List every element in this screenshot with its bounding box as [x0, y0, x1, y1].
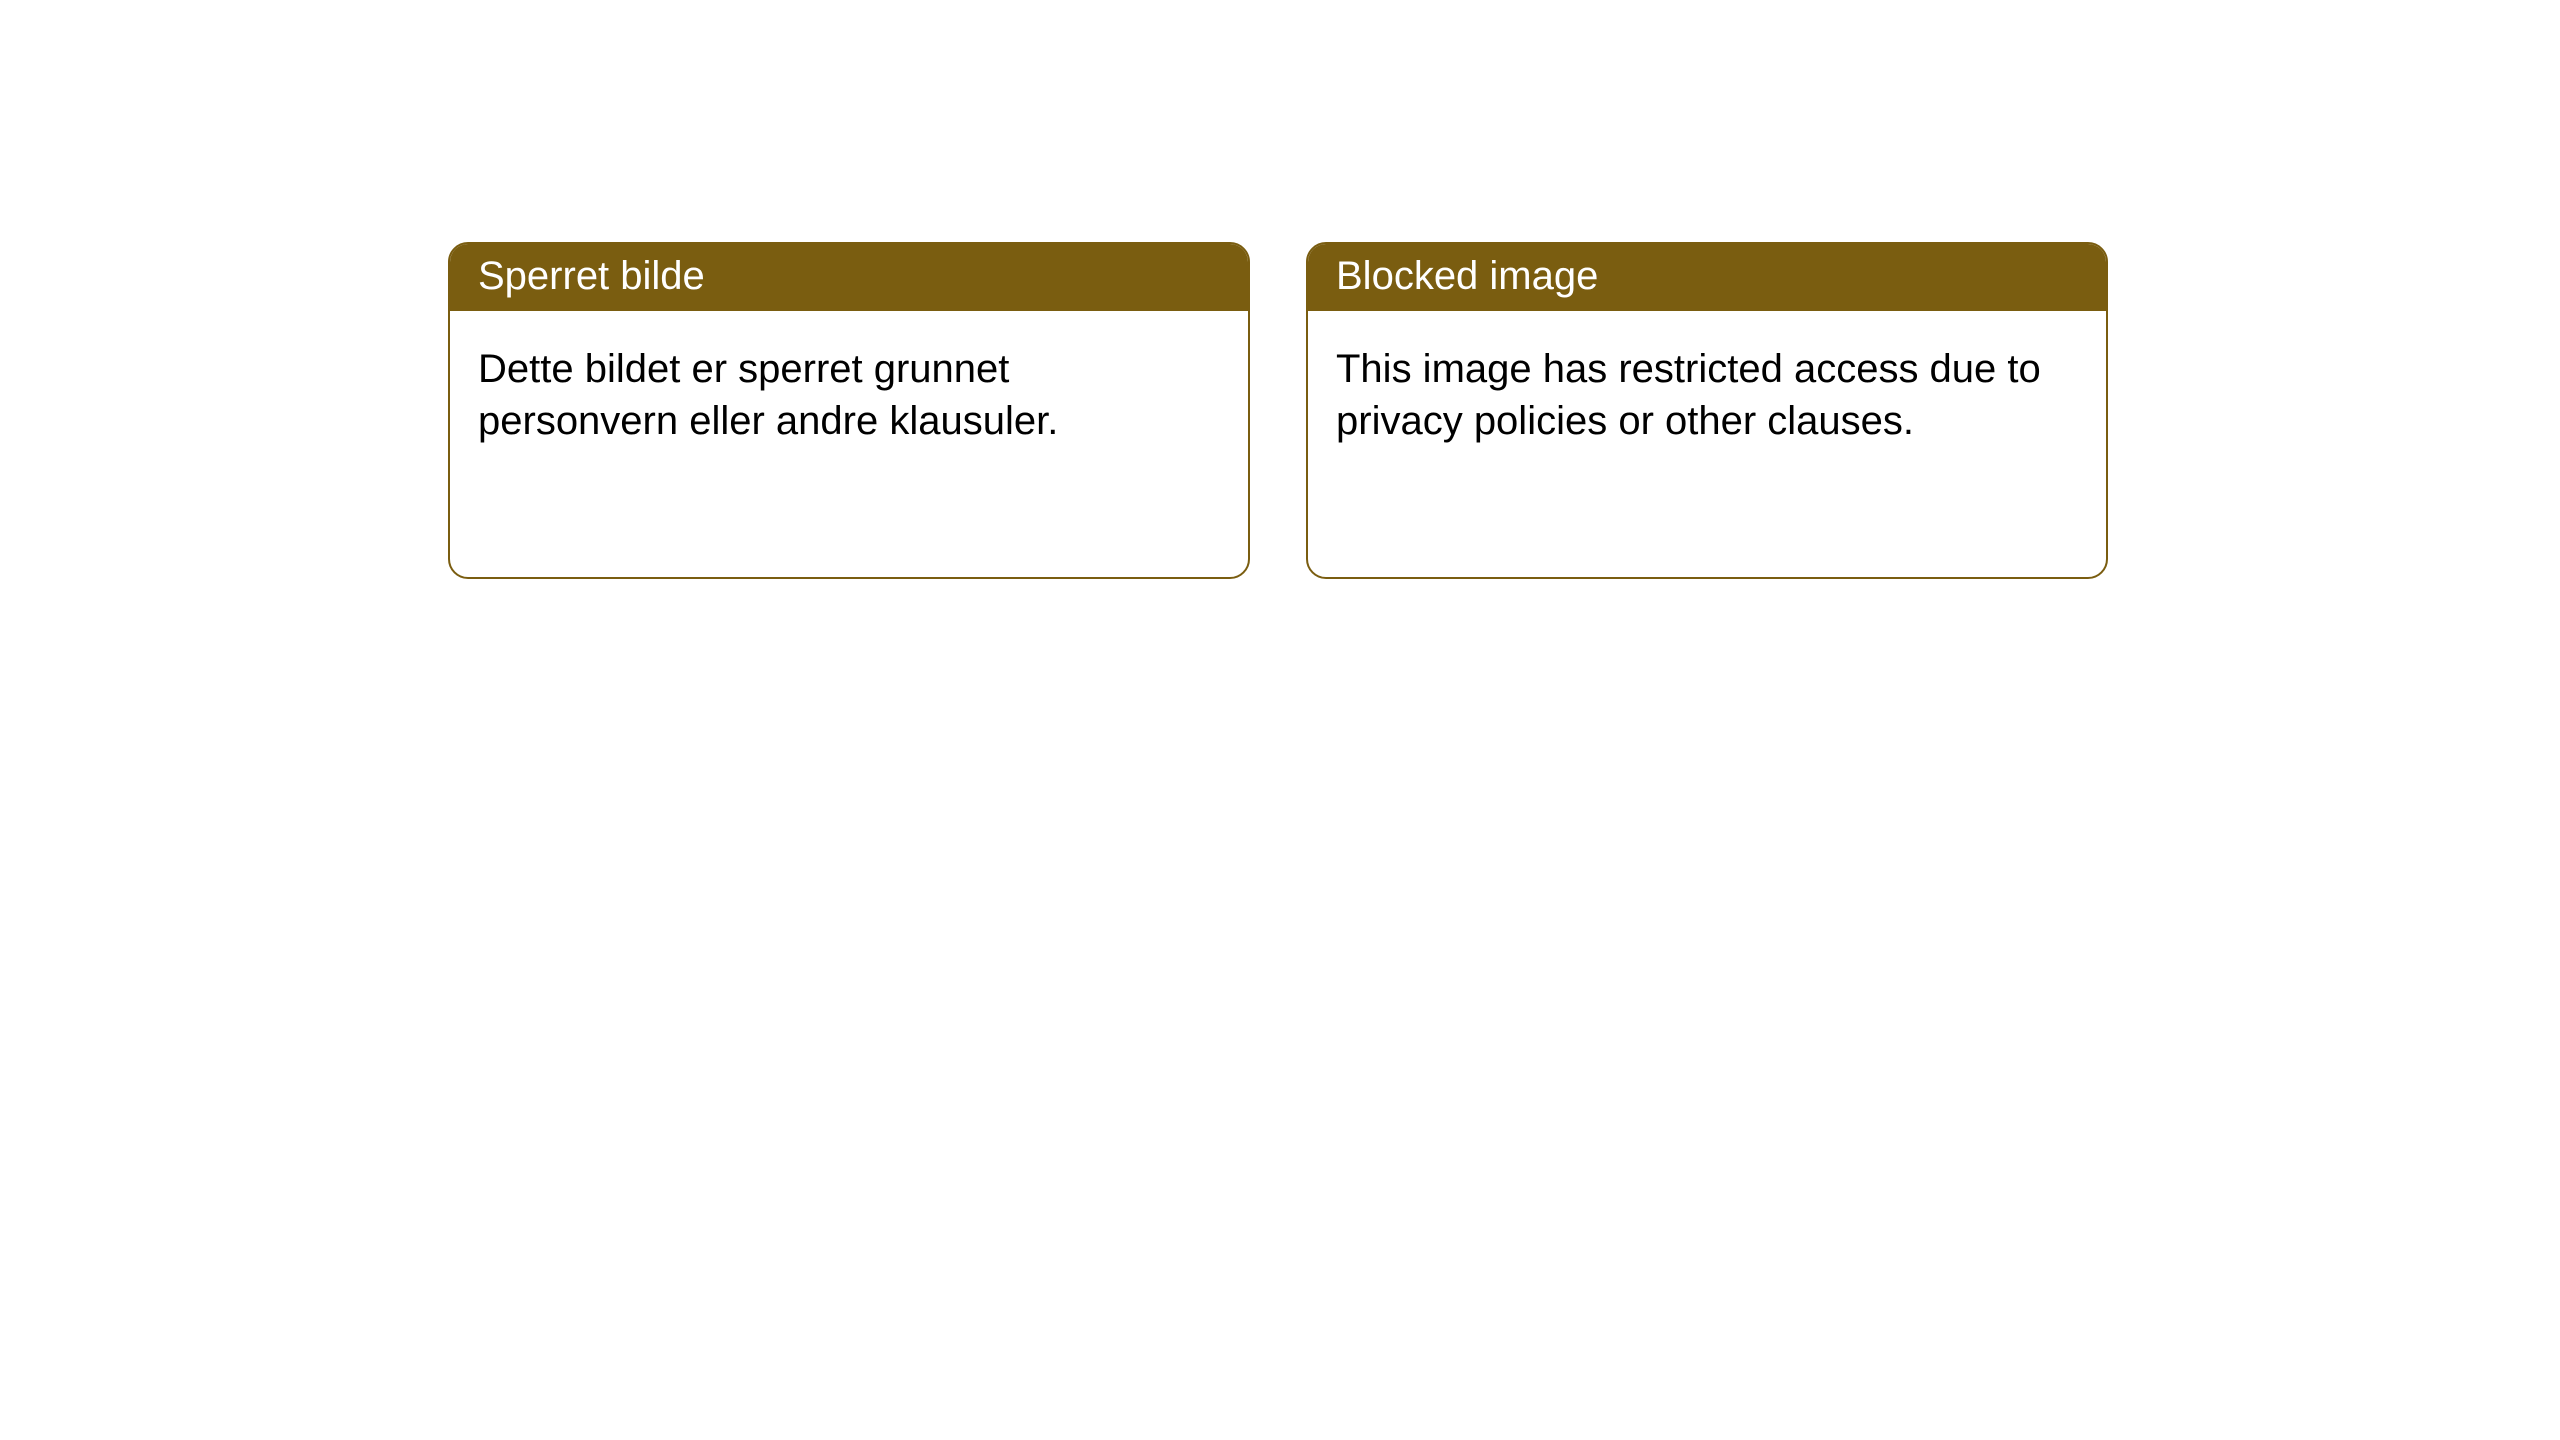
notice-card-body: This image has restricted access due to … [1308, 311, 2106, 479]
notice-cards-container: Sperret bilde Dette bildet er sperret gr… [0, 0, 2560, 579]
notice-card-title: Blocked image [1308, 244, 2106, 311]
notice-card-english: Blocked image This image has restricted … [1306, 242, 2108, 579]
notice-card-norwegian: Sperret bilde Dette bildet er sperret gr… [448, 242, 1250, 579]
notice-card-title: Sperret bilde [450, 244, 1248, 311]
notice-card-body: Dette bildet er sperret grunnet personve… [450, 311, 1248, 479]
